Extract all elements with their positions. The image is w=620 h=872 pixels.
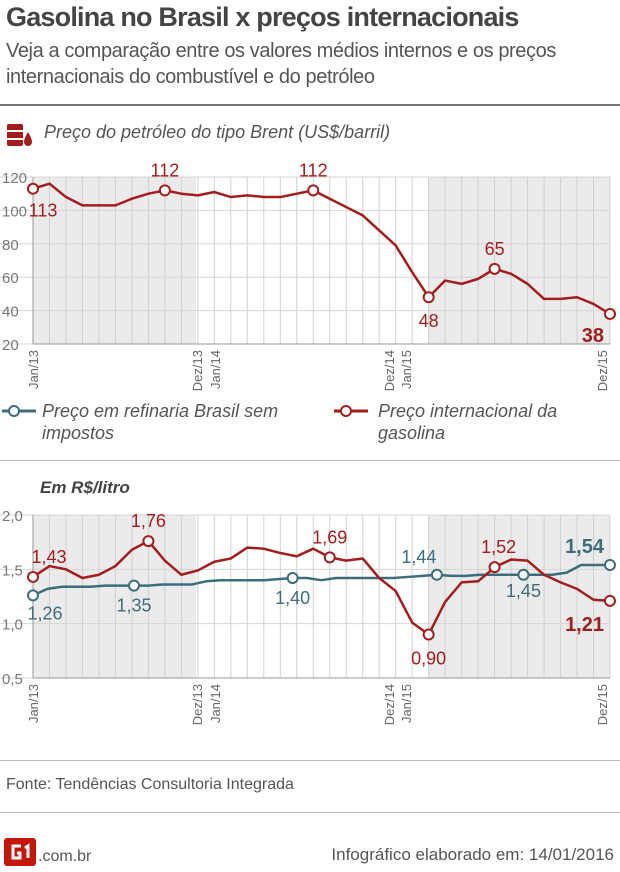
- data-label: 1,54: [565, 536, 605, 558]
- data-point: [142, 535, 155, 548]
- divider: [0, 760, 620, 761]
- data-label: 48: [419, 311, 439, 331]
- page-subtitle: Veja a comparação entre os valores médio…: [6, 40, 556, 88]
- y-tick-label: 120: [2, 170, 27, 187]
- data-label: 38: [582, 325, 604, 347]
- legend-marker-brazil: [2, 405, 36, 417]
- legend-label-brazil: Preço em refinaria Brasil sem impostos: [42, 401, 279, 443]
- data-point: [27, 182, 39, 195]
- data-label: 1,45: [506, 581, 541, 601]
- brent-chart: 120 100 80 60 40 20 Jan/13 Dez/13 Jan/14 Dez/14 Ja…: [0, 160, 616, 391]
- unit-label: Em R$/litro: [40, 478, 130, 497]
- data-point: [488, 262, 501, 275]
- year-band: [428, 177, 610, 344]
- credit-line: Infográfico elaborado em: 14/01/2016: [331, 845, 614, 864]
- data-label: 1,52: [481, 537, 516, 557]
- data-point: [604, 307, 616, 320]
- series-line: [32, 182, 611, 316]
- x-tick-label: Dez/15: [595, 350, 610, 391]
- data-point: [422, 291, 435, 304]
- x-tick-label: Jan/14: [208, 350, 223, 389]
- data-point: [27, 570, 39, 583]
- y-tick-label: 100: [2, 203, 27, 220]
- y-tick-label: 60: [2, 270, 19, 287]
- brent-chart-title: Preço do petróleo do tipo Brent (US$/bar…: [44, 122, 391, 142]
- series-line: [32, 539, 611, 636]
- data-label: 112: [151, 160, 180, 180]
- legend-label-international: Preço internacional da gasolina: [378, 401, 558, 443]
- data-label: 113: [29, 201, 58, 221]
- divider: [0, 104, 620, 106]
- data-label: 1,44: [401, 547, 436, 567]
- y-tick-label: 1,5: [2, 562, 23, 579]
- y-tick-label: 1,0: [2, 617, 23, 634]
- data-label: 1,76: [131, 511, 166, 531]
- data-point: [517, 568, 530, 581]
- x-tick-label: Jan/13: [26, 684, 41, 723]
- divider: [0, 460, 620, 461]
- data-label: 1,35: [116, 596, 151, 616]
- data-label: 65: [485, 239, 505, 259]
- data-point: [488, 561, 501, 574]
- oil-barrel-drop-icon: [7, 124, 32, 146]
- year-band: [428, 515, 610, 678]
- data-point: [604, 594, 616, 607]
- legend-marker-international: [334, 405, 368, 417]
- data-point: [430, 568, 443, 581]
- data-point: [307, 184, 320, 197]
- data-point: [127, 579, 140, 592]
- y-tick-label: 2,0: [2, 508, 23, 525]
- page-title: Gasolina no Brasil x preços internaciona…: [6, 2, 519, 32]
- x-tick-label: Jan/15: [399, 350, 414, 389]
- data-label: 1,40: [275, 588, 310, 608]
- x-tick-label: Dez/15: [595, 684, 610, 725]
- y-tick-label: 40: [2, 304, 19, 321]
- y-tick-label: 80: [2, 237, 19, 254]
- data-label: 112: [299, 160, 328, 180]
- x-tick-label: Dez/14: [382, 684, 397, 725]
- site-domain: .com.br: [38, 848, 92, 865]
- data-point: [323, 551, 336, 564]
- year-band: [33, 515, 196, 678]
- x-tick-label: Jan/15: [399, 684, 414, 723]
- data-point: [27, 589, 39, 602]
- y-tick-label: 20: [2, 337, 19, 354]
- data-point: [422, 628, 435, 641]
- data-label: 1,43: [31, 547, 66, 567]
- data-label: 0,90: [411, 649, 446, 669]
- x-tick-label: Jan/14: [208, 684, 223, 723]
- data-point: [286, 572, 299, 585]
- data-label: 1,21: [565, 614, 604, 636]
- x-tick-label: Dez/13: [190, 350, 205, 391]
- x-tick-label: Dez/13: [190, 684, 205, 725]
- x-tick-label: Jan/13: [26, 350, 41, 389]
- source-note: Fonte: Tendências Consultoria Integrada: [6, 776, 294, 793]
- g1-logo: [4, 838, 36, 866]
- data-point: [604, 558, 616, 571]
- y-tick-label: 0,5: [2, 671, 23, 688]
- divider: [0, 812, 620, 813]
- x-tick-label: Dez/14: [382, 350, 397, 391]
- data-point: [158, 184, 171, 197]
- data-label: 1,69: [312, 527, 347, 547]
- data-label: 1,26: [27, 603, 62, 623]
